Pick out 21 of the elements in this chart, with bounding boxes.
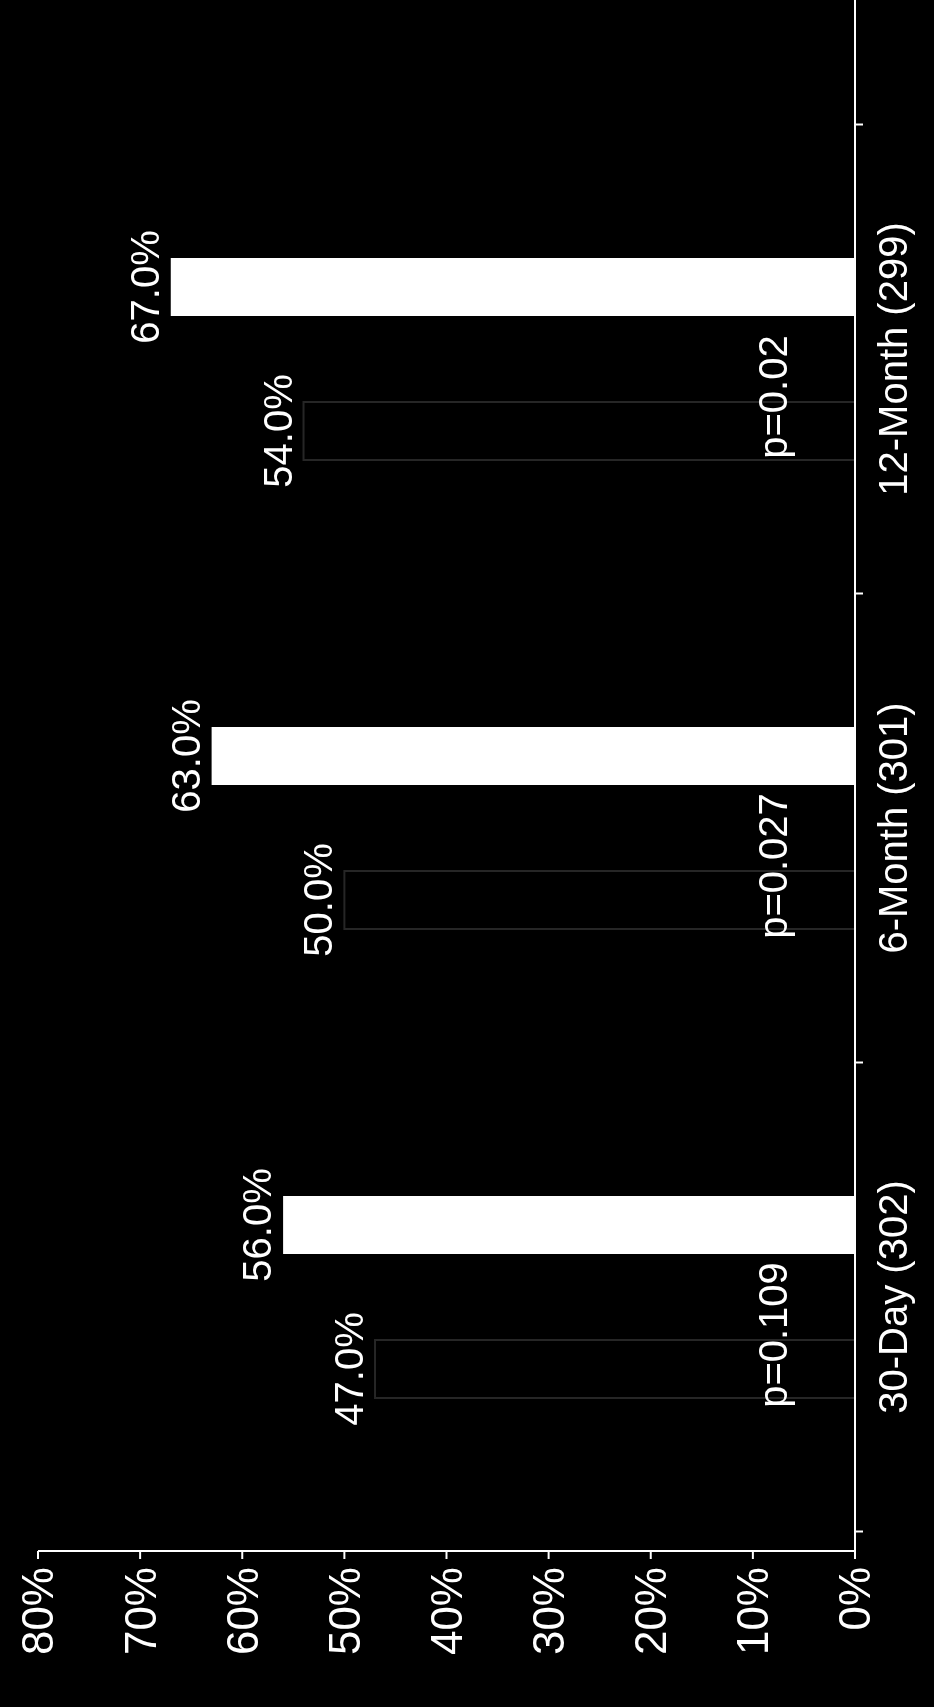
y-tick-label: 6-Month (301) (871, 702, 915, 954)
x-tick-label: 50% (319, 1567, 369, 1656)
data-label: 56.0% (235, 1168, 280, 1282)
x-tick-label: 0% (830, 1567, 880, 1631)
annotation: p=0.109 (751, 1262, 796, 1408)
x-tick-label: 80% (13, 1567, 63, 1656)
data-label: 47.0% (327, 1312, 372, 1426)
data-label: 54.0% (255, 374, 300, 488)
annotation: p=0.027 (751, 793, 796, 939)
x-tick-label: 70% (115, 1567, 165, 1656)
y-tick-label: 30-Day (302) (871, 1180, 915, 1414)
x-tick-label: 40% (421, 1567, 471, 1656)
x-tick-label: 30% (524, 1567, 574, 1656)
data-label: 63.0% (163, 699, 208, 813)
x-tick-label: 10% (728, 1567, 778, 1656)
x-tick-label: 60% (217, 1567, 267, 1656)
data-label: 50.0% (296, 843, 341, 957)
x-tick-label: 20% (626, 1567, 676, 1656)
annotation: p=0.02 (751, 335, 796, 459)
data-label: 67.0% (122, 230, 167, 344)
y-tick-label: 12-Month (299) (871, 222, 915, 496)
